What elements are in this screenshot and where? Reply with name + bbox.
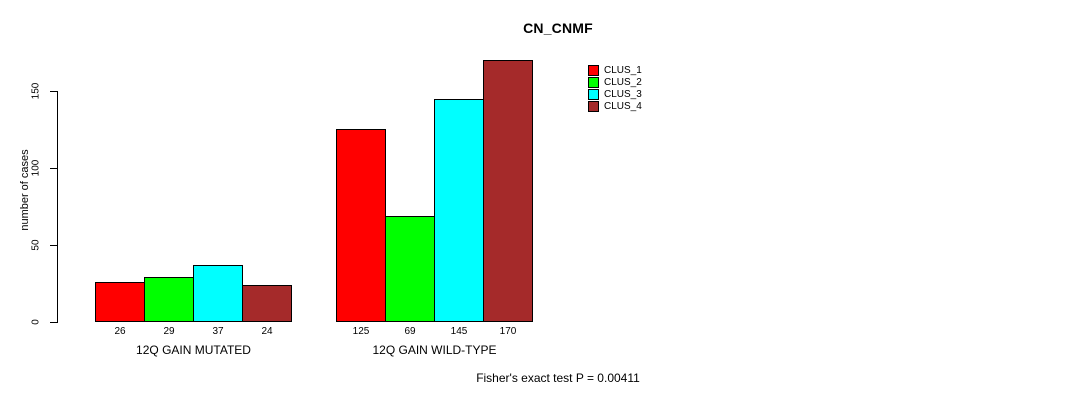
bar-clus_3 [434,99,484,322]
y-axis-line [57,91,58,323]
bar-value-label: 24 [261,326,273,337]
bar-clus_4 [483,60,533,322]
bar-value-label: 37 [212,326,224,337]
chart-title: CN_CNMF [523,20,593,36]
legend-swatch-clus_1 [588,64,599,76]
bar-clus_2 [385,216,435,322]
legend-item: CLUS_1 [588,64,642,76]
legend-item: CLUS_3 [588,88,642,100]
legend-label: CLUS_3 [604,88,642,100]
bar-value-label: 29 [163,326,175,337]
legend-swatch-clus_4 [588,100,599,112]
bar-value-label: 125 [352,326,370,337]
legend-label: CLUS_1 [604,64,642,76]
legend-label: CLUS_4 [604,100,642,112]
y-tick-label: 100 [30,159,42,177]
bar-clus_1 [336,129,386,322]
x-category-label: 12Q GAIN WILD-TYPE [372,343,497,357]
legend-label: CLUS_2 [604,76,642,88]
y-axis-tick [50,91,57,92]
fisher-test-caption: Fisher's exact test P = 0.00411 [476,371,640,385]
bar-clus_2 [144,277,194,322]
bar-value-label: 170 [499,326,517,337]
bar-value-label: 69 [404,326,416,337]
y-tick-label: 150 [30,82,42,100]
y-axis-tick [50,245,57,246]
legend-item: CLUS_4 [588,100,642,112]
y-tick-label: 50 [30,239,42,251]
y-tick-label: 0 [30,319,42,325]
x-category-label: 12Q GAIN MUTATED [136,343,251,357]
bar-value-label: 26 [114,326,126,337]
legend-item: CLUS_2 [588,76,642,88]
legend-swatch-clus_3 [588,88,599,100]
y-axis-tick [50,168,57,169]
legend-swatch-clus_2 [588,76,599,88]
bar-clus_4 [242,285,292,322]
bar-value-label: 145 [450,326,468,337]
y-axis-tick [50,322,57,323]
bar-clus_1 [95,282,145,322]
bar-clus_3 [193,265,243,322]
